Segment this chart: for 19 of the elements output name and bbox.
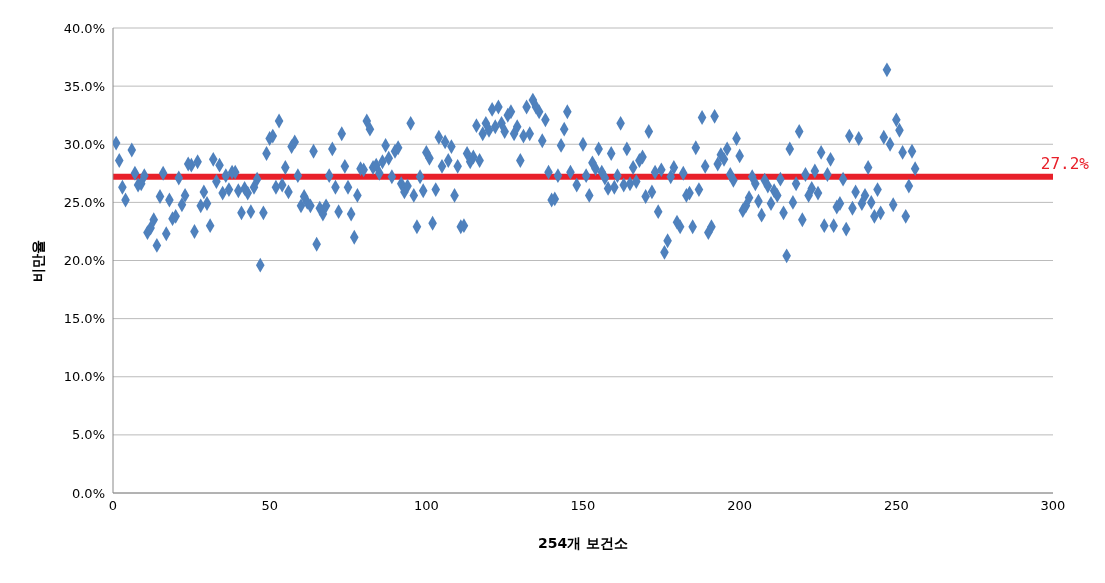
y-tick-label: 20.0%	[63, 253, 105, 269]
y-axis-title: 비만율	[29, 239, 46, 282]
x-axis-title: 254개 보건소	[537, 535, 629, 551]
x-tick-label: 150	[570, 498, 596, 514]
y-tick-label: 30.0%	[63, 136, 105, 152]
x-tick-label: 200	[727, 498, 753, 514]
y-tick-label: 35.0%	[63, 78, 105, 94]
y-tick-label: 25.0%	[63, 194, 105, 210]
y-tick-label: 5.0%	[71, 427, 105, 443]
y-tick-label: 40.0%	[63, 20, 105, 36]
x-tick-label: 250	[883, 498, 909, 514]
x-tick-label: 0	[108, 498, 118, 514]
x-tick-label: 300	[1040, 498, 1066, 514]
y-tick-label: 10.0%	[63, 369, 105, 385]
x-tick-label: 50	[261, 498, 278, 514]
y-tick-label: 15.0%	[63, 311, 105, 327]
y-tick-label: 0.0%	[71, 485, 105, 501]
ref-line-label: 27.2%	[1040, 153, 1090, 173]
x-tick-label: 100	[413, 498, 439, 514]
